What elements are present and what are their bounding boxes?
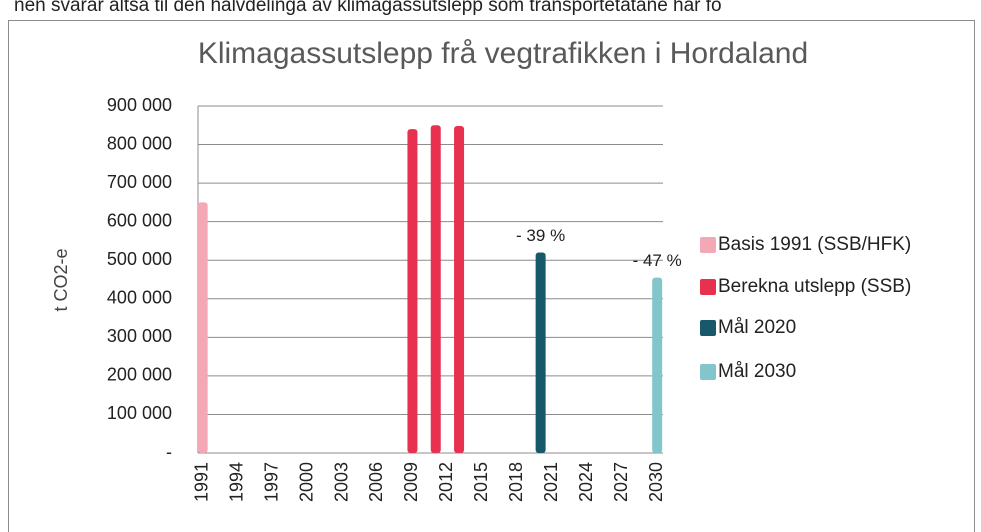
top-text: nen svarar altså til den halvdelinga av … — [14, 0, 722, 16]
bar — [454, 126, 465, 453]
x-tick-label: 2018 — [506, 462, 526, 502]
x-tick-label: 2003 — [331, 462, 351, 502]
legend-swatch — [700, 279, 716, 295]
y-tick-label: 400 000 — [107, 288, 172, 308]
legend-label: Mål 2030 — [718, 361, 796, 382]
legend-label: Basis 1991 (SSB/HFK) — [718, 234, 911, 255]
bar — [198, 202, 208, 453]
bar-annotation: - 39 % — [516, 226, 565, 245]
bar — [652, 277, 663, 453]
x-tick-label: 2006 — [366, 462, 386, 502]
y-tick-label: 100 000 — [107, 403, 172, 423]
bar — [535, 252, 546, 453]
x-tick-label: 1991 — [191, 462, 211, 502]
y-tick-label: - — [166, 442, 172, 462]
x-tick-label: 2015 — [471, 462, 491, 502]
legend-label: Mål 2020 — [718, 317, 796, 338]
x-tick-label: 2024 — [576, 462, 596, 502]
legend-swatch — [700, 237, 716, 253]
bar-annotation: - 47 % — [633, 251, 682, 270]
x-tick-label: 2027 — [611, 462, 631, 502]
y-tick-label: 900 000 — [107, 95, 172, 115]
x-tick-label: 2021 — [541, 462, 561, 502]
chart-title: Klimagassutslepp frå vegtrafikken i Hord… — [198, 37, 808, 70]
y-tick-label: 200 000 — [107, 365, 172, 385]
y-tick-label: 500 000 — [107, 249, 172, 269]
legend-label: Berekna utslepp (SSB) — [718, 276, 911, 297]
y-tick-label: 700 000 — [107, 172, 172, 192]
y-tick-label: 300 000 — [107, 326, 172, 346]
plot — [198, 125, 663, 454]
legend-swatch — [700, 364, 716, 380]
x-tick-label: 2030 — [646, 462, 666, 502]
y-tick-label: 800 000 — [107, 133, 172, 153]
x-tick-label: 1997 — [261, 462, 281, 502]
x-tick-label: 2012 — [436, 462, 456, 502]
legend-swatch — [700, 320, 716, 336]
x-tick-label: 2009 — [401, 462, 421, 502]
bar — [430, 125, 441, 454]
x-tick-label: 2000 — [296, 462, 316, 502]
y-tick-label: 600 000 — [107, 210, 172, 230]
y-axis-label: t CO2-e — [51, 248, 71, 311]
bar — [407, 129, 418, 453]
x-tick-label: 1994 — [226, 462, 246, 502]
